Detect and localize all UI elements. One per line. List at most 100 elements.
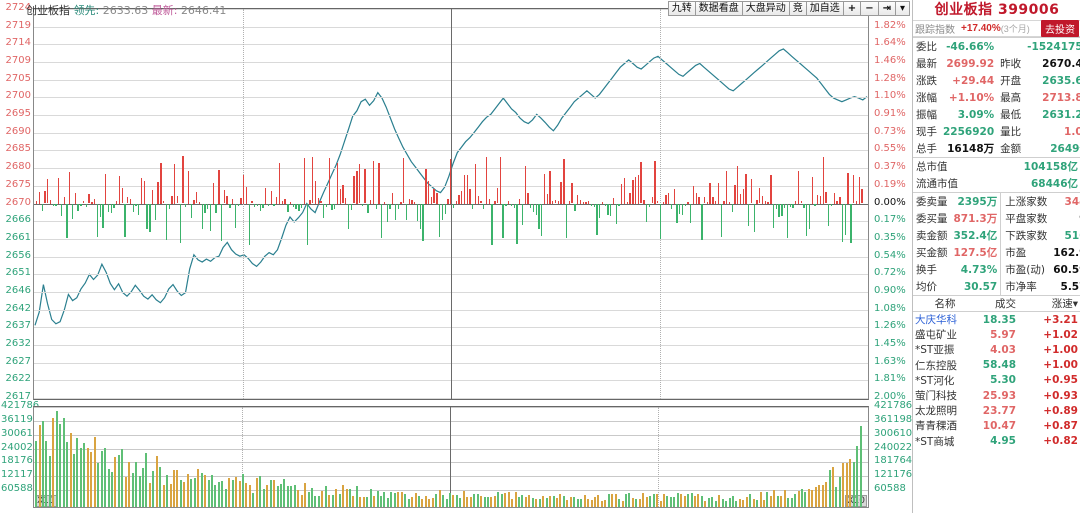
bid-bar [69,171,71,204]
volume-bar-down [428,498,431,507]
volume-bar-up [486,497,489,507]
bid-bar [157,182,159,204]
bid-bar [251,200,253,204]
list-item[interactable]: 萤门科技 25.93 +0.93 [913,388,1080,403]
bid-bar [314,180,317,204]
stat-label: 买金额 [916,247,948,259]
volume-bar-up [293,484,296,507]
percent-tick-label: 2.00% [874,391,906,402]
volume-bar-down [238,481,241,507]
stock-list[interactable]: 大庆华科 18.35 +3.21 盛屯矿业 5.97 +1.02 *ST亚振 4.03 +1.0… [913,312,1080,449]
volume-bar-down [752,498,755,507]
volume-bar-down [593,496,596,507]
ask-bar [590,203,593,206]
ask-bar [190,203,192,218]
price-tick-label: 2661 [5,231,31,243]
bid-bar [485,156,488,204]
list-item[interactable]: 仁东控股 58.48 +1.00 [913,358,1080,373]
quote-label: 总手 [916,143,937,155]
expand-icon[interactable]: ⇥ [877,1,896,16]
invest-button[interactable]: 去投资 [1041,20,1079,37]
ask-bar [124,203,126,238]
volume-bar-up [728,497,731,507]
column-header-name[interactable]: 名称 [934,298,956,310]
list-item[interactable]: 盛屯矿业 5.97 +1.02 [913,327,1080,342]
ask-bar [71,203,74,220]
volume-bar-up [607,494,610,507]
ask-bar [60,203,63,217]
percent-tick-label: 0.19% [874,178,906,190]
bid-bar [461,191,463,204]
price-tick-label: 2719 [5,19,31,31]
volume-bar-up [121,448,124,507]
volume-bar-down [321,490,324,507]
volume-bar-down [452,494,455,507]
ask-bar [792,203,794,208]
volume-bar-up [776,495,779,507]
column-header-price[interactable]: 成交 [995,298,1016,310]
price-chart-plot[interactable] [33,8,869,400]
volume-tick-label-right: 421786 [874,400,913,411]
ask-bar [229,203,231,209]
bid-bar [568,201,571,204]
volume-bar-down [255,477,258,507]
list-item[interactable]: *ST亚振 4.03 +1.00 [913,342,1080,357]
bid-bar [797,170,800,204]
volume-bar-up [483,496,486,507]
quote-row: 最新 2699.92 昨收 2670.48 [913,55,1080,72]
ask-bar [521,203,524,225]
list-item[interactable]: *ST河化 5.30 +0.95 [913,373,1080,388]
volume-tick-label-right: 121176 [874,469,913,481]
toolbar-button-add-watchlist[interactable]: 加自选 [805,1,844,16]
list-item[interactable]: 大庆华科 18.35 +3.21 [913,312,1080,327]
volume-bar-down [590,499,593,507]
list-item[interactable]: 青青稞酒 10.47 +0.87 [913,418,1080,433]
bid-bar [474,164,477,204]
toolbar-button-market-move[interactable]: 大盘异动 [741,1,790,16]
quote-label-2: 昨收 [1000,58,1022,70]
list-item[interactable]: 太龙照明 23.77 +0.89 [913,403,1080,418]
bid-bar [121,187,123,204]
column-header-speed[interactable]: 涨速▾ [1051,298,1078,310]
bid-bar [245,187,248,204]
volume-bar-down [400,491,403,507]
tracking-index-bar[interactable]: 跟踪指数 +17.40% (3个月) 去投资 [913,20,1080,37]
chevron-down-icon[interactable]: ▾ [894,1,910,16]
volume-bar-up [383,492,386,507]
bid-bar [372,161,375,204]
ask-bar [113,203,115,209]
chart-toolbar[interactable]: 九转 数据看盘 大盘异动 竞 加自选 + − ⇥ ▾ [667,1,910,16]
volume-tick-label-right: 361198 [874,413,913,425]
volume-bar-up [455,494,458,507]
volume-bar-up [714,500,717,507]
volume-bar-up [73,454,75,507]
price-tick-label: 2695 [5,108,31,120]
stat-value-2: 5.57 [1060,280,1080,293]
volume-bar-down [745,496,748,507]
volume-bar-up [131,473,134,507]
volume-bar-up [286,485,289,507]
zoom-out-icon[interactable]: − [860,1,879,16]
volume-bar-up [449,493,451,507]
ask-bar [234,203,237,229]
volume-bar-up [207,479,210,507]
quote-value-2: 2649亿 [1050,143,1080,155]
bid-bar [817,195,819,204]
ask-bar [394,203,397,220]
toolbar-button-auction[interactable]: 竞 [788,1,807,16]
list-item[interactable]: *ST商城 4.95 +0.82 [913,434,1080,449]
volume-bar-up [838,476,841,507]
stat-label-2: 上涨家数 [1000,192,1051,210]
volume-chart-plot[interactable]: X10 X10 [33,406,869,508]
bid-bar [499,157,502,204]
toolbar-button-data-board[interactable]: 数据看盘 [694,1,743,16]
toolbar-button-jiuzhuan[interactable]: 九转 [667,1,696,16]
zoom-in-icon[interactable]: + [842,1,862,16]
bid-bar [430,196,433,204]
cap-value: 68446亿 [1030,178,1078,190]
ask-bar [444,203,446,214]
bid-bar [458,194,460,204]
ask-bar [786,203,789,238]
volume-bar-down [493,496,496,507]
ask-bar [389,203,391,209]
